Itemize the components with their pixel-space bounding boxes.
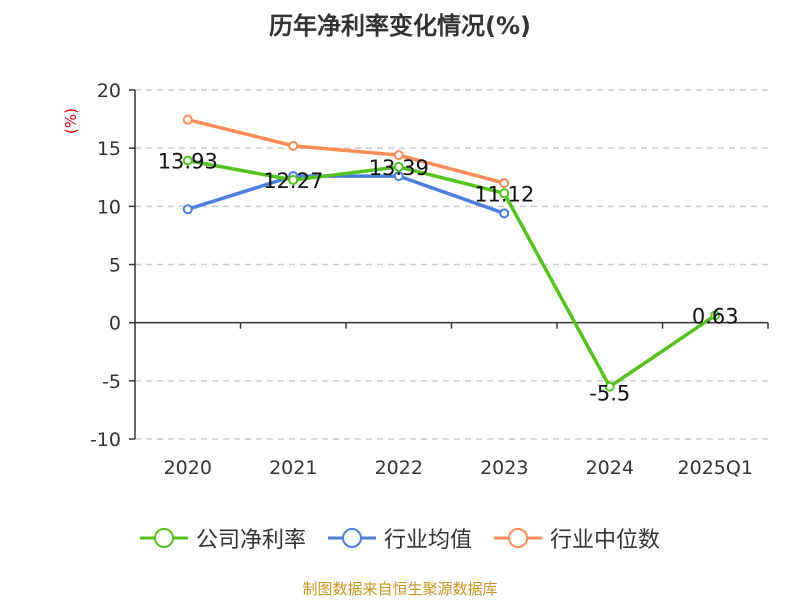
y-tick-label: -5 — [102, 371, 121, 393]
legend: 公司净利率 行业均值 行业中位数 — [0, 522, 800, 554]
data-point — [393, 171, 404, 182]
data-point — [182, 114, 193, 125]
x-tick-label: 2025Q1 — [678, 457, 753, 479]
legend-marker-icon — [327, 528, 376, 548]
y-tick-label: -10 — [90, 429, 121, 451]
data-point — [499, 178, 510, 189]
x-tick-label: 2020 — [164, 457, 212, 479]
y-tick-label: 5 — [109, 255, 121, 277]
series-line-0 — [187, 158, 717, 390]
data-point — [393, 161, 404, 172]
data-point — [393, 150, 404, 161]
y-tick-label: 20 — [97, 80, 121, 102]
source-note: 制图数据来自恒生聚源数据库 — [302, 580, 498, 598]
x-tick-label: 2023 — [480, 457, 528, 479]
legend-marker-icon — [494, 528, 542, 548]
legend-label: 行业均值 — [383, 528, 472, 553]
x-tick-label: 2022 — [375, 457, 423, 479]
y-tick-label: 0 — [109, 313, 121, 335]
data-label: 0.63 — [692, 304, 739, 328]
series-line-2 — [187, 117, 505, 185]
data-point — [710, 310, 721, 321]
data-point — [604, 381, 615, 392]
x-tick-label: 2021 — [269, 457, 317, 479]
data-point — [182, 155, 193, 166]
legend-marker-icon — [139, 528, 188, 548]
series-line-1 — [187, 174, 505, 215]
legend-item[interactable]: 公司净利率 — [139, 522, 306, 554]
data-point — [288, 140, 299, 151]
y-tick-label: 10 — [97, 196, 121, 218]
data-point — [499, 188, 510, 199]
legend-item[interactable]: 行业均值 — [327, 522, 472, 554]
data-label: 11.12 — [474, 182, 534, 206]
data-label: -5.5 — [589, 382, 630, 406]
data-point — [288, 174, 299, 185]
y-tick-label: 15 — [97, 138, 121, 160]
data-point — [182, 204, 193, 215]
data-label: 13.93 — [158, 150, 218, 174]
data-point — [499, 208, 510, 219]
data-label: 13.39 — [369, 156, 429, 180]
legend-label: 行业中位数 — [550, 528, 661, 553]
data-label: 12.27 — [263, 169, 323, 193]
legend-item[interactable]: 行业中位数 — [494, 522, 660, 554]
chart-title: 历年净利率变化情况(%) — [269, 12, 531, 40]
legend-label: 公司净利率 — [195, 528, 306, 553]
x-tick-label: 2024 — [586, 457, 634, 479]
